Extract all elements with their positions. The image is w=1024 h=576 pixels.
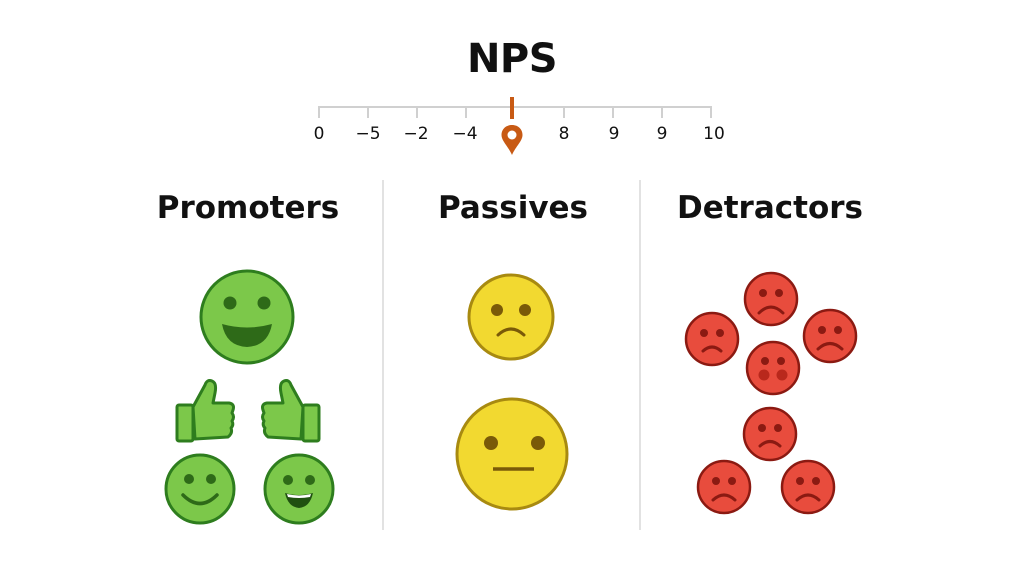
sad-face-icon	[780, 459, 836, 515]
scale-label: −4	[452, 124, 478, 144]
scale-label: 0	[313, 124, 325, 144]
sad-face-icon	[743, 271, 799, 327]
scale-tick	[465, 106, 467, 118]
scale-label: 9	[656, 124, 668, 144]
scale-label: 9	[608, 124, 620, 144]
big-smile-face-icon	[198, 268, 296, 366]
page-title: NPS	[466, 36, 558, 82]
thumbs-up-icon	[175, 377, 237, 443]
scale-tick	[612, 106, 614, 118]
promoters-heading: Promoters	[156, 190, 340, 226]
scale-label: 10	[703, 124, 725, 144]
passives-heading: Passives	[437, 190, 589, 226]
map-pin-icon	[500, 124, 524, 156]
scale-label: −2	[403, 124, 429, 144]
sad-face-icon	[742, 406, 798, 462]
column-divider	[382, 180, 384, 530]
scale-tick	[710, 106, 712, 118]
scale-label: 8	[558, 124, 570, 144]
score-marker-bar	[510, 97, 514, 119]
scale-tick	[563, 106, 565, 118]
sad-face-icon	[696, 459, 752, 515]
scale-label: −5	[355, 124, 381, 144]
scale-tick	[661, 106, 663, 118]
column-divider	[639, 180, 641, 530]
neutral-face-icon	[454, 396, 570, 512]
thumbs-up-icon	[259, 377, 321, 443]
sad-face-icon	[802, 308, 858, 364]
scale-tick	[367, 106, 369, 118]
scale-tick	[416, 106, 418, 118]
grin-face-icon	[262, 452, 336, 526]
slight-frown-face-icon	[466, 272, 556, 362]
scale-tick	[318, 106, 320, 118]
sad-face-icon	[684, 311, 740, 367]
detractors-heading: Detractors	[676, 190, 863, 226]
scale-line	[318, 106, 712, 108]
blush-face-icon	[745, 340, 801, 396]
smile-face-icon	[163, 452, 237, 526]
